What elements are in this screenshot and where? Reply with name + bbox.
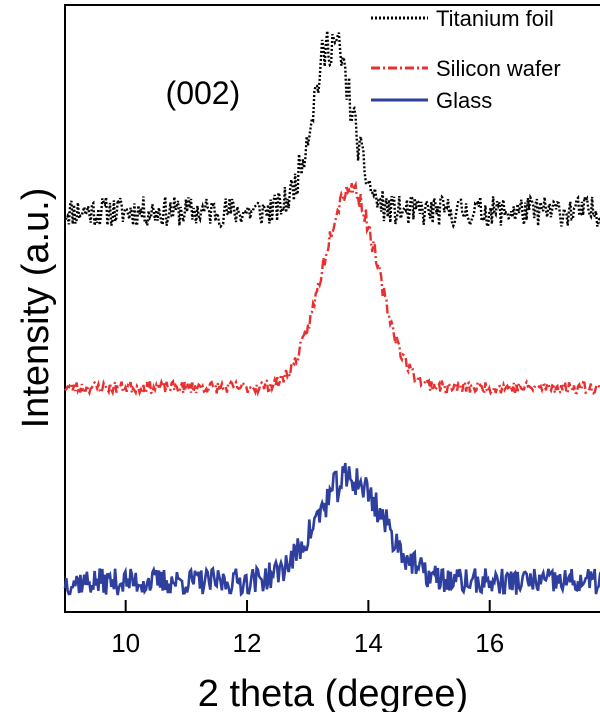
x-tick-label-12: 12: [233, 628, 262, 658]
x-ticks: 10 12 14 16: [111, 600, 504, 658]
y-axis-title: Intensity (a.u.): [15, 188, 57, 429]
annotation-002: (002): [166, 75, 241, 111]
plot-frame: [64, 4, 600, 613]
series-line-glass: [63, 462, 600, 598]
x-tick-label-16: 16: [475, 628, 504, 658]
x-axis-title: 2 theta (degree): [198, 673, 468, 712]
x-tick-label-10: 10: [111, 628, 140, 658]
series-line-silicon-wafer: [64, 180, 600, 398]
x-tick-label-14: 14: [354, 628, 383, 658]
series-line-titanium-foil: [64, 30, 600, 231]
series-layer: [63, 30, 600, 598]
legend-label-silicon-wafer: Silicon wafer: [436, 56, 561, 81]
legend-label-glass: Glass: [436, 88, 492, 113]
legend: Titanium foil Silicon wafer Glass: [371, 6, 561, 113]
legend-label-titanium-foil: Titanium foil: [436, 6, 554, 31]
